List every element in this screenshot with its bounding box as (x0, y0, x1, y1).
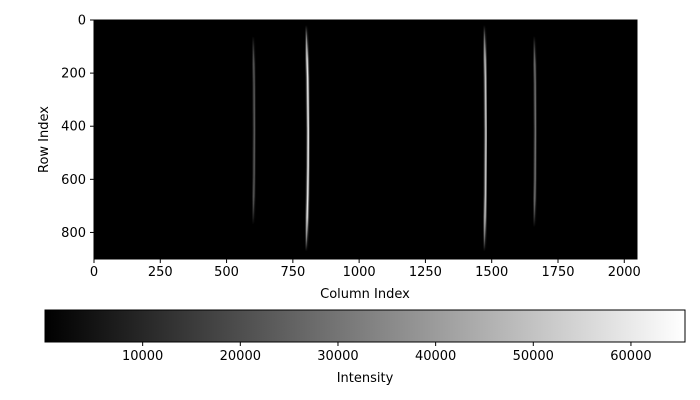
colorbar-tick-label: 10000 (122, 349, 163, 364)
x-tick-label: 250 (148, 265, 173, 280)
y-axis-label: Row Index (37, 106, 52, 173)
colorbar-tick-label: 60000 (610, 349, 651, 364)
colorbar-label: Intensity (337, 371, 394, 386)
spectral-line (305, 25, 309, 252)
x-tick-label: 0 (90, 265, 98, 280)
x-tick-label: 1000 (343, 265, 376, 280)
colorbar-axis: 10000 20000 30000 40000 50000 60000 (122, 342, 652, 364)
x-tick-label: 1750 (541, 265, 574, 280)
y-tick-label: 0 (78, 14, 86, 29)
spectral-line (533, 35, 536, 228)
colorbar-tick-label: 40000 (415, 349, 456, 364)
spectral-line (252, 35, 255, 225)
y-tick-label: 400 (61, 120, 86, 135)
heatmap-panel (93, 19, 638, 260)
y-tick-label: 600 (61, 173, 86, 188)
colorbar-gradient (44, 309, 686, 343)
x-tick-label: 750 (280, 265, 305, 280)
colorbar-tick-label: 30000 (317, 349, 358, 364)
y-axis: 0 200 400 600 800 (61, 14, 94, 241)
y-tick-label: 200 (61, 67, 86, 82)
heatmap-frame (93, 19, 638, 260)
heatmap-background (94, 20, 637, 259)
spectral-line (483, 25, 487, 252)
colorbar-tick-label: 20000 (220, 349, 261, 364)
x-tick-label: 500 (214, 265, 239, 280)
x-tick-label: 1500 (475, 265, 508, 280)
x-tick-label: 1250 (409, 265, 442, 280)
x-axis-label: Column Index (320, 287, 410, 302)
x-axis: 0 250 500 750 1000 1250 1500 1750 2000 (90, 259, 641, 280)
colorbar: 10000 20000 30000 40000 50000 60000 Intensity (44, 309, 686, 386)
colorbar-tick-label: 50000 (513, 349, 554, 364)
y-tick-label: 800 (61, 226, 86, 241)
x-tick-label: 2000 (608, 265, 641, 280)
spectral-lines (251, 25, 537, 252)
